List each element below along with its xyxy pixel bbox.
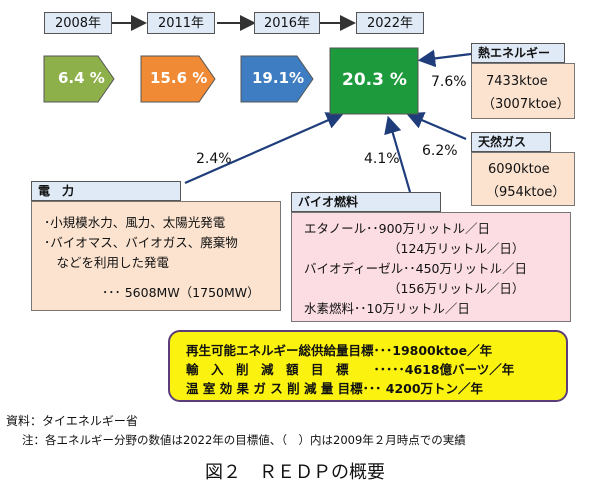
power-line-2: ･バイオマス、バイオガス、廃棄物 [44,235,238,250]
share-2016: 19.1% [252,69,305,87]
power-arrow [184,112,345,185]
bio-line-5: 水素燃料･･10万リットル／日 [304,301,470,316]
gas-title: 天然ガス [471,132,551,152]
figure-caption: 図２ ＲＥＤＰの概要 [205,462,385,483]
share-shape-2016 [240,55,314,103]
heat-actual: （3007ktoe） [482,97,570,112]
gas-arrow [405,112,467,141]
heat-arrow [417,49,472,68]
share-2008: 6.4 % [58,69,105,87]
share-shape-2008 [43,55,115,103]
gas-value: 6090ktoe [488,162,550,177]
share-shape-2022 [329,47,419,115]
gas-percent: 6.2% [422,143,458,159]
bio-line-4: （156万リットル／日） [388,281,525,296]
power-line-1: ･小規模水力、風力、太陽光発電 [44,215,226,230]
gas-actual: （954ktoe） [486,185,566,200]
share-shape-2011 [140,55,216,103]
target-import: 輸 入 削 減 額 目 標 ･････4618億バーツ／年 [186,362,515,377]
footnote: 注：各エネルギー分野の数値は2022年の目標値、（ ）内は2009年２月時点での… [22,433,466,447]
year-2022: 2022年 [356,12,424,34]
heat-title: 熱エネルギー [471,43,565,63]
year-2016: 2016年 [254,12,320,34]
year-2008: 2008年 [44,12,112,34]
bio-line-3: バイオディーゼル･･450万リットル／日 [304,261,527,276]
gas-box: 6090ktoe （954ktoe） [471,152,575,206]
bio-line-2: （124万リットル／日） [388,241,525,256]
heat-box: 7433ktoe （3007ktoe） [471,63,575,119]
bio-title: バイオ燃料 [291,192,441,212]
bio-box: エタノール･･900万リットル／日 （124万リットル／日） バイオディーゼル･… [291,212,571,322]
power-title: 電 力 [31,181,181,201]
bio-arrow [384,115,412,193]
target-supply: 再生可能エネルギー総供給量目標･･･19800ktoe／年 [186,343,493,358]
share-2011: 15.6 % [150,69,208,87]
power-percent: 2.4% [196,151,232,167]
source-note: 資料：タイエネルギー省 [6,414,138,428]
heat-percent: 7.6% [431,74,467,90]
power-total: ･･･ 5608MW（1750MW） [102,285,260,300]
bio-line-1: エタノール･･900万リットル／日 [304,221,490,236]
year-2011: 2011年 [147,12,215,34]
heat-value: 7433ktoe [486,74,548,89]
target-ghg: 温 室 効 果 ガ ス 削 減 量 目標･･･ 4200万トン／年 [186,381,484,396]
power-line-3: などを利用した発電 [44,255,170,270]
power-box: ･小規模水力、風力、太陽光発電 ･バイオマス、バイオガス、廃棄物 などを利用した… [31,201,281,311]
share-2022: 20.3 % [342,70,407,90]
targets-box: 再生可能エネルギー総供給量目標･･･19800ktoe／年 輸 入 削 減 額 … [168,330,568,402]
bio-percent: 4.1% [364,151,400,167]
